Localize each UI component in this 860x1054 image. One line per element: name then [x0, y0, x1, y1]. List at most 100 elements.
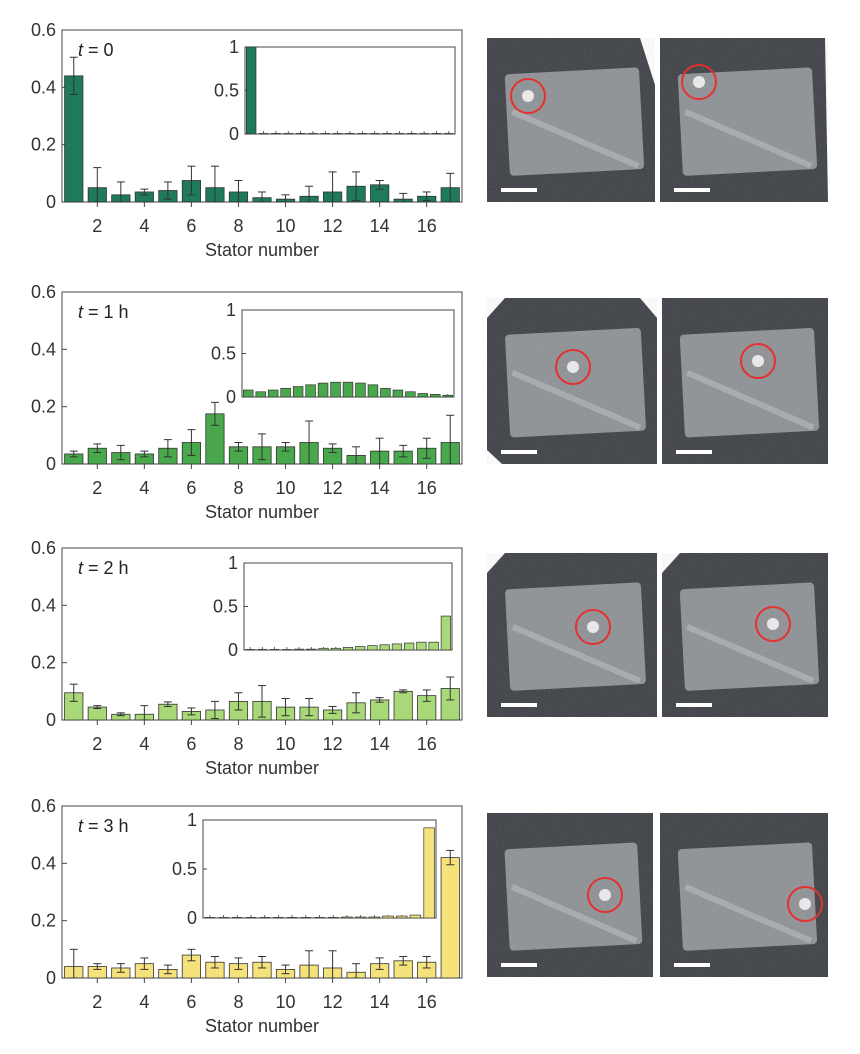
bright-spot — [752, 355, 764, 367]
marker-circle — [575, 609, 611, 645]
error-bar — [69, 948, 78, 979]
x-tick-label: 14 — [370, 734, 390, 754]
inset-chart: 00.51 — [172, 810, 437, 928]
inset-bar — [306, 648, 317, 651]
error-bar — [93, 443, 102, 454]
time-label: t = 3 h — [78, 816, 129, 836]
y-tick-label: 0.6 — [31, 538, 56, 558]
x-tick-label: 2 — [92, 734, 102, 754]
x-tick-label: 8 — [233, 734, 243, 754]
error-bar — [399, 689, 408, 694]
inset-bar — [330, 647, 341, 651]
x-axis-label: Stator number — [205, 1016, 319, 1036]
x-tick-label: 14 — [370, 216, 390, 236]
inset-y-tick-label: 1 — [229, 37, 239, 57]
image-texture — [487, 553, 657, 717]
error-bar — [281, 698, 290, 717]
image-texture — [487, 813, 653, 977]
inset-bar — [317, 382, 329, 398]
bright-spot — [522, 90, 534, 102]
inset-bar — [404, 642, 415, 651]
inset-bar — [380, 387, 391, 398]
error-bar — [281, 964, 290, 975]
x-tick-label: 16 — [417, 992, 437, 1012]
x-tick-label: 2 — [92, 992, 102, 1012]
x-tick-label: 4 — [139, 734, 149, 754]
y-tick-label: 0.6 — [31, 796, 56, 816]
error-bar — [422, 437, 431, 459]
marker-circle — [740, 343, 776, 379]
y-tick-label: 0 — [46, 710, 56, 730]
y-tick-label: 0.6 — [31, 20, 56, 40]
error-bar — [210, 956, 219, 969]
x-tick-label: 12 — [323, 216, 343, 236]
y-tick-label: 0.4 — [31, 77, 56, 97]
x-tick-label: 6 — [186, 734, 196, 754]
bright-spot — [567, 361, 579, 373]
y-tick-label: 0 — [46, 192, 56, 212]
error-bar — [187, 429, 196, 456]
inset-y-tick-label: 1 — [226, 300, 236, 320]
inset-frame — [244, 46, 456, 135]
inset-y-tick-label: 1 — [228, 553, 238, 573]
inset-bar — [442, 394, 453, 398]
afm-image-1 — [487, 38, 655, 202]
error-bar — [210, 165, 219, 203]
inset-y-tick-label: 0.5 — [211, 344, 236, 364]
error-bar — [187, 948, 196, 962]
inset-y-tick-label: 1 — [187, 810, 197, 830]
afm-image-2 — [660, 38, 828, 202]
x-tick-label: 6 — [186, 216, 196, 236]
inset-bar — [267, 389, 279, 398]
x-tick-label: 10 — [276, 216, 296, 236]
error-bar — [258, 433, 266, 461]
inset-bar — [430, 394, 441, 398]
inset-y-tick-label: 0.5 — [214, 81, 239, 101]
inset-frame — [202, 819, 437, 919]
inset-bar — [382, 915, 394, 919]
afm-image-6 — [662, 553, 828, 717]
error-bar — [210, 700, 219, 720]
x-axis-label: Stator number — [205, 502, 319, 522]
x-tick-label: 16 — [417, 478, 437, 498]
inset-bar — [417, 393, 429, 398]
image-texture — [662, 553, 828, 717]
error-bar — [116, 712, 125, 717]
error-bar — [399, 192, 408, 203]
marker-circle — [510, 78, 546, 114]
error-bar — [116, 963, 125, 973]
error-bar — [422, 689, 431, 702]
y-tick-label: 0.2 — [31, 653, 56, 673]
inset-bar — [318, 647, 329, 651]
y-tick-label: 0.4 — [31, 339, 56, 359]
y-tick-label: 0.2 — [31, 135, 56, 155]
marker-circle — [787, 886, 823, 922]
inset-y-tick-label: 0 — [226, 387, 236, 407]
error-bar — [234, 692, 243, 711]
inset-bar — [305, 384, 316, 398]
error-bar — [234, 957, 243, 970]
bright-spot — [599, 889, 611, 901]
inset-bar — [293, 648, 305, 651]
error-bar — [116, 444, 125, 461]
marker-circle — [587, 877, 623, 913]
error-bar — [352, 692, 361, 714]
bright-spot — [587, 621, 599, 633]
x-tick-label: 8 — [233, 216, 243, 236]
error-bar — [258, 191, 266, 203]
error-bar — [305, 950, 314, 979]
error-bar — [446, 849, 455, 866]
error-bar — [163, 701, 172, 708]
afm-image-8 — [660, 813, 828, 977]
error-bar — [352, 446, 361, 465]
inset-y-tick-label: 0.5 — [213, 597, 238, 617]
error-bar — [352, 171, 361, 202]
image-texture — [487, 298, 657, 464]
time-label: t = 1 h — [78, 302, 129, 322]
inset-bar — [342, 647, 354, 651]
inset-bar — [440, 615, 452, 651]
bright-spot — [693, 76, 705, 88]
